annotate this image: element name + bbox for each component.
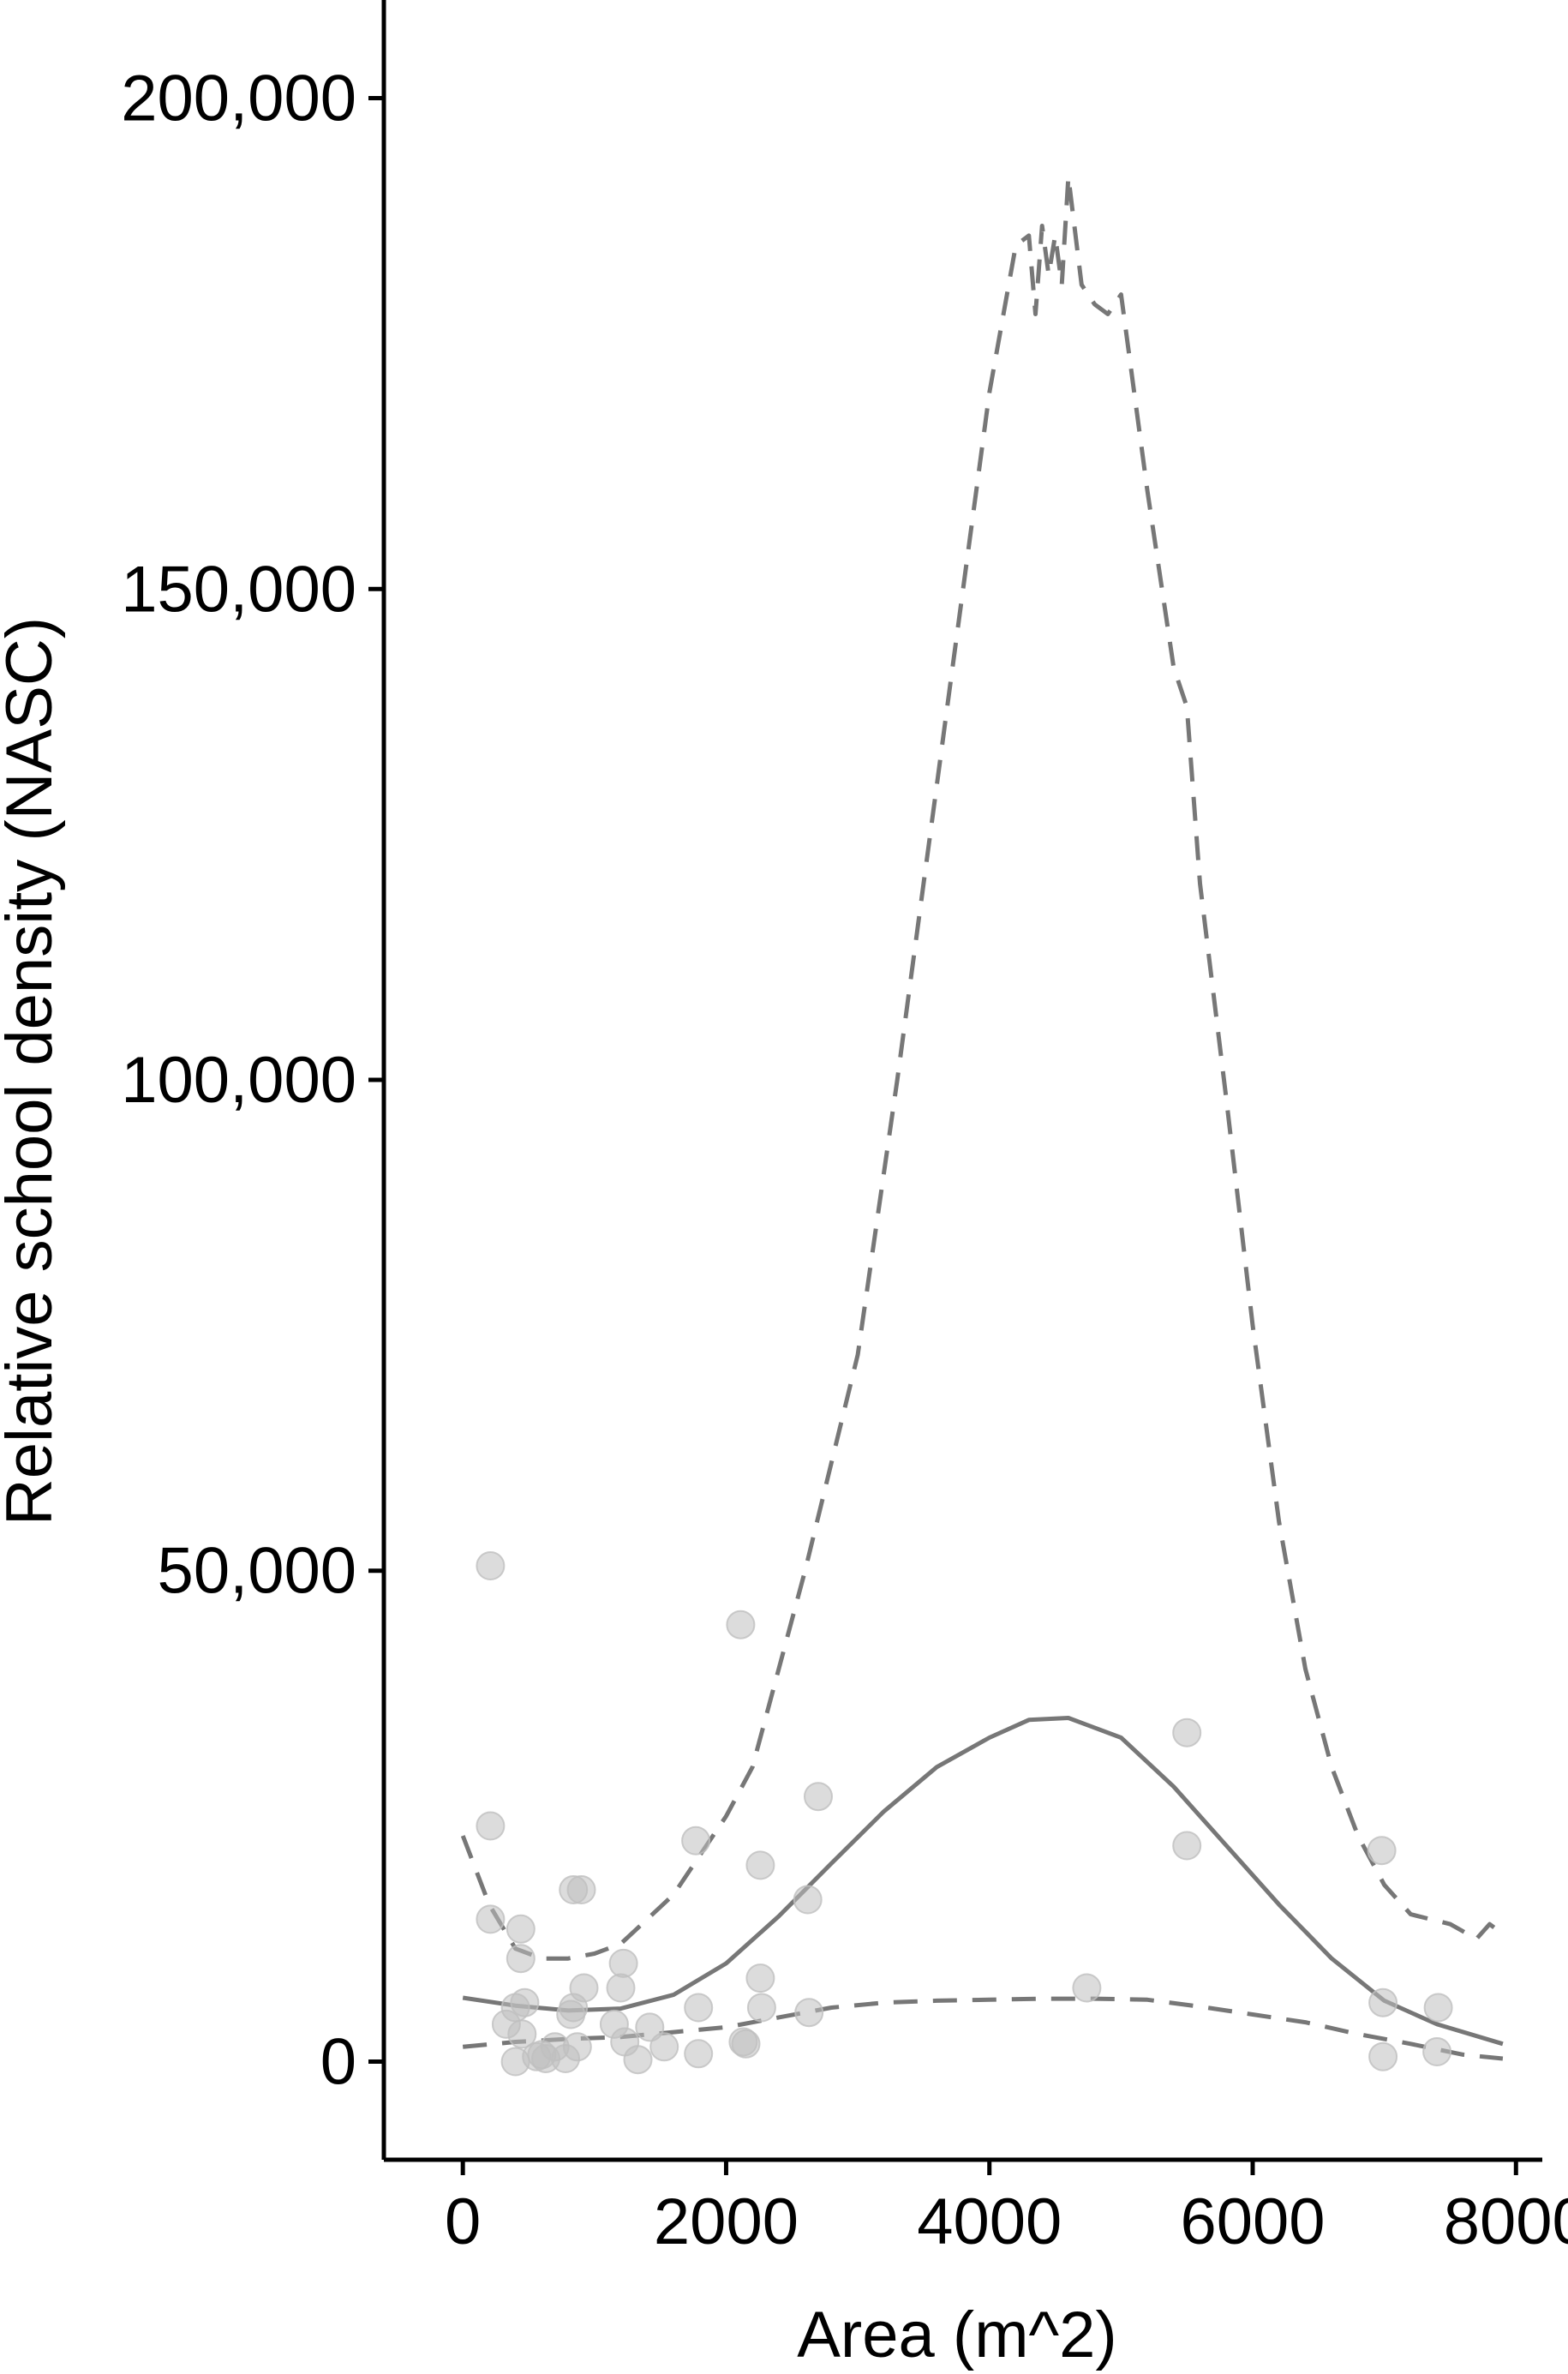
data-point	[649, 2032, 679, 2062]
fit-layer	[462, 1716, 1504, 2047]
data-point	[476, 1551, 506, 1580]
y-tick-label: 150,000	[121, 553, 356, 626]
data-point	[1368, 1987, 1398, 2017]
fit-line	[462, 1716, 1504, 2047]
data-point	[1367, 1836, 1397, 1866]
axes	[381, 0, 1542, 2162]
data-point	[476, 1811, 506, 1841]
data-point	[1368, 2041, 1398, 2071]
data-point	[1422, 2037, 1452, 2066]
points-layer	[476, 1551, 1453, 2077]
data-point	[623, 2045, 653, 2075]
data-point	[1172, 1718, 1202, 1748]
data-point	[745, 1963, 775, 1993]
data-point	[566, 1875, 596, 1904]
x-tick-label: 2000	[654, 2185, 799, 2258]
data-point	[684, 2039, 714, 2069]
data-point	[606, 1973, 636, 2003]
x-tick-label: 6000	[1180, 2185, 1325, 2258]
data-point	[794, 1998, 824, 2028]
y-axis-title: Relative school density (NASC)	[0, 617, 66, 1526]
data-point	[745, 1850, 775, 1880]
y-tick-label: 0	[320, 2025, 356, 2098]
data-point	[608, 1948, 638, 1978]
data-point	[506, 1914, 536, 1944]
data-point	[684, 1993, 714, 2023]
data-point	[793, 1885, 823, 1915]
data-point	[569, 1973, 599, 2003]
ci-upper-line	[460, 174, 1505, 1961]
x-tick-label: 0	[445, 2185, 481, 2258]
data-point	[731, 2029, 761, 2059]
data-point	[510, 1987, 540, 2017]
x-tick-label: 8000	[1444, 2185, 1568, 2258]
data-point	[562, 2032, 592, 2062]
data-point	[726, 1610, 756, 1640]
data-point	[746, 1993, 776, 2023]
data-point	[804, 1782, 833, 1812]
y-tick-label: 100,000	[121, 1044, 356, 1117]
data-point	[476, 1904, 506, 1934]
data-point	[1072, 1973, 1102, 2003]
data-point	[506, 1944, 536, 1974]
y-tick-label: 50,000	[158, 1535, 356, 1608]
ticks: 0 50,000 100,000 150,000 200,000 0 2000 4000 600…	[121, 63, 1568, 2258]
data-point	[1172, 1831, 1202, 1861]
ci-upper-layer	[460, 174, 1505, 1961]
data-point	[681, 1825, 711, 1855]
x-tick-label: 4000	[917, 2185, 1062, 2258]
x-axis-title: Area (m^2)	[797, 2299, 1117, 2371]
data-point	[1423, 1993, 1453, 2023]
y-tick-label: 200,000	[121, 63, 356, 135]
data-point	[635, 2012, 665, 2042]
data-point	[507, 2019, 537, 2049]
